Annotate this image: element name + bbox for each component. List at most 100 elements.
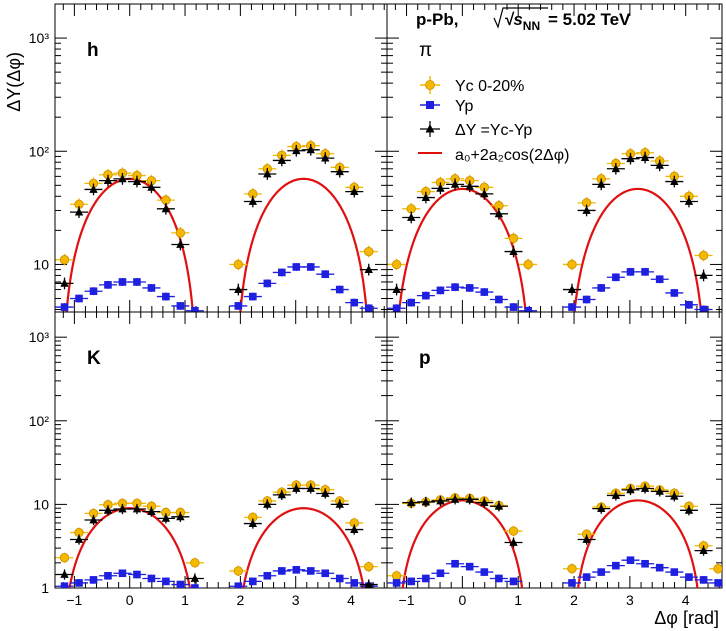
point-dy (60, 278, 69, 287)
point-dy (321, 153, 330, 162)
point-yc (59, 255, 70, 265)
point-yp (451, 283, 459, 291)
point-dy (421, 497, 431, 506)
point-dy (655, 486, 664, 495)
legend: Yc 0-20% Yp ΔY =Yc-Yp a₀+2a₂cos(2Δφ) (418, 76, 569, 164)
point-yp (655, 563, 664, 572)
x-ticks (62, 312, 385, 588)
fit-branch-2 (242, 507, 365, 588)
series-dy-p (402, 483, 713, 556)
point-dy (392, 284, 401, 293)
point-dy (176, 512, 185, 521)
energy-value: = 5.02 TeV (548, 10, 631, 29)
point-yp (436, 286, 445, 295)
point-yp (335, 285, 344, 294)
point-yc (391, 259, 402, 270)
point-dy (684, 196, 694, 205)
point-dy (132, 176, 142, 185)
point-yc (523, 259, 533, 270)
point-yp (191, 306, 199, 312)
point-dy (582, 534, 591, 543)
point-dy (480, 498, 489, 507)
point-dy (436, 496, 445, 505)
point-yp (278, 567, 286, 575)
y-tick-label: 1 (41, 580, 49, 596)
point-dy (626, 154, 635, 163)
point-dy (699, 270, 708, 279)
y-ticks (55, 3, 387, 310)
point-dy (364, 265, 373, 274)
point-dy (103, 176, 113, 185)
point-yp (60, 582, 69, 588)
point-yp (176, 580, 185, 588)
point-yp (306, 567, 315, 575)
plot-area (55, 139, 378, 312)
point-yp (407, 298, 416, 307)
point-dy (118, 504, 127, 513)
point-dy (421, 192, 431, 201)
x-tick-label: 3 (626, 592, 634, 608)
fit-branch-1 (397, 187, 527, 312)
point-dy (248, 518, 258, 527)
point-dy (611, 164, 621, 173)
point-dy (132, 504, 142, 513)
series-yc-k (55, 480, 378, 577)
point-yc (567, 564, 577, 574)
point-yp (495, 574, 503, 583)
sqrt-sign (493, 7, 548, 29)
point-yc (391, 571, 402, 581)
point-yp (436, 569, 445, 578)
point-yp (626, 556, 635, 565)
panel-frame (54, 311, 388, 589)
point-dy (292, 146, 301, 155)
panel-pi: π (386, 3, 723, 313)
point-yc (364, 246, 374, 257)
panel-frame (386, 311, 723, 589)
fit-branch-1 (68, 507, 191, 588)
y-tick-label: 10 (33, 256, 49, 272)
fit-curve-k (68, 507, 365, 588)
point-yp (162, 292, 170, 301)
series-dy-k (55, 483, 378, 588)
point-yp (597, 568, 606, 576)
point-dy (263, 169, 272, 178)
point-yp (118, 278, 127, 286)
point-yp (582, 295, 591, 304)
point-yp (465, 284, 474, 292)
point-yc (364, 561, 374, 572)
point-yp (392, 579, 401, 587)
legend-entry-yc: Yc 0-20% (420, 76, 524, 95)
point-dy (450, 179, 460, 188)
point-yp (641, 559, 649, 568)
point-dy (597, 504, 606, 513)
point-yp (655, 275, 664, 284)
fit-curve-pi (397, 187, 703, 312)
point-yp (249, 292, 257, 301)
x-ticks (62, 4, 385, 312)
point-yp (60, 303, 69, 311)
point-dy (465, 494, 474, 503)
y-ticks (387, 311, 722, 589)
point-dy (670, 176, 679, 185)
point-yp (582, 573, 591, 581)
point-yp (292, 566, 301, 574)
series-yp-pi (387, 267, 713, 312)
point-yp (263, 571, 272, 580)
point-yp (524, 306, 532, 312)
panel-p: −1 0 1 2 3 4 p (386, 311, 723, 608)
point-dy (450, 494, 460, 503)
legend-entry-fit: a₀+2a₂cos(2Δφ) (418, 147, 569, 164)
legend-label-fit: a₀+2a₂cos(2Δφ) (455, 147, 569, 164)
point-yc (233, 259, 244, 270)
fit-branch-2 (239, 177, 368, 312)
legend-entry-dy: ΔY =Yc-Yp (420, 121, 532, 139)
legend-label-yp: Yp (455, 98, 473, 115)
point-dy (60, 569, 69, 578)
point-dy (321, 488, 330, 497)
x-tick-label: 0 (458, 592, 466, 608)
yp-marker-icon (426, 101, 434, 109)
point-dy (147, 506, 156, 515)
point-yp (641, 268, 649, 276)
series-yp-p (387, 556, 722, 587)
